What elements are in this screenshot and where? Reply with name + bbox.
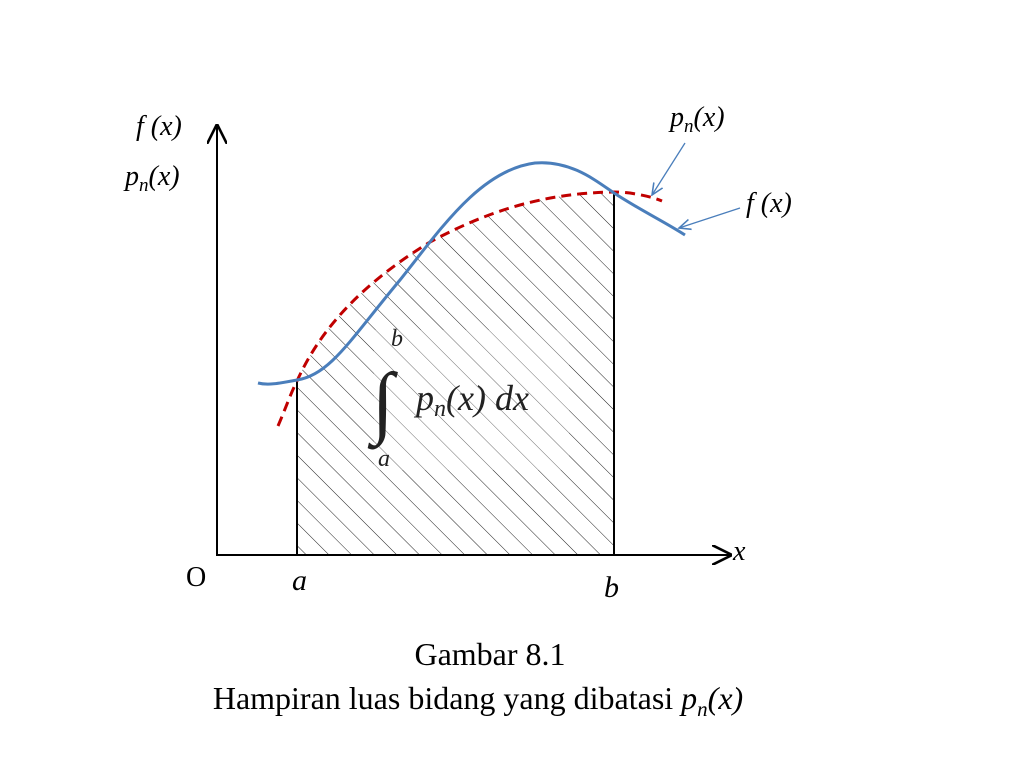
caption-math-sub: n <box>697 697 708 721</box>
label-sub: n <box>139 175 149 196</box>
polynomial-label: pn(x) <box>668 102 725 137</box>
label-base: p <box>123 161 139 192</box>
y-label-p: pn(x) <box>123 161 180 196</box>
caption-text: Hampiran luas bidang yang dibatasi pn(x) <box>213 680 743 721</box>
integral: ∫ b a pn(x) dx <box>367 326 569 472</box>
integrand: pn(x) dx <box>413 378 529 422</box>
integral-lower: a <box>378 446 390 472</box>
x-label: x <box>732 536 746 567</box>
pointer-function <box>679 207 741 228</box>
label-arg: (x) <box>694 102 725 133</box>
function-curve <box>257 161 686 386</box>
origin-label: O <box>186 562 206 593</box>
hatched-area <box>297 192 614 555</box>
function-label: f (x) <box>746 188 792 219</box>
integral-bg <box>374 330 569 470</box>
caption-math-arg: (x) <box>708 680 744 716</box>
caption-number: Gambar 8.1 <box>414 636 565 672</box>
integral-sign: ∫ <box>367 358 399 450</box>
label-base: p <box>668 102 684 133</box>
y-label-f: f (x) <box>136 111 182 142</box>
label-base: p <box>413 378 434 418</box>
caption-math-base: p <box>679 680 697 716</box>
integral-upper: b <box>391 326 403 352</box>
label-sub: n <box>434 396 446 422</box>
pointer-polynomial <box>652 142 686 195</box>
label-sub: n <box>684 116 694 137</box>
label-arg: (x) dx <box>446 378 529 418</box>
bound-b-label: b <box>604 571 619 604</box>
caption-body: Hampiran luas bidang yang dibatasi <box>213 680 681 716</box>
label-arg: (x) <box>149 161 180 192</box>
bound-a-label: a <box>292 564 307 597</box>
